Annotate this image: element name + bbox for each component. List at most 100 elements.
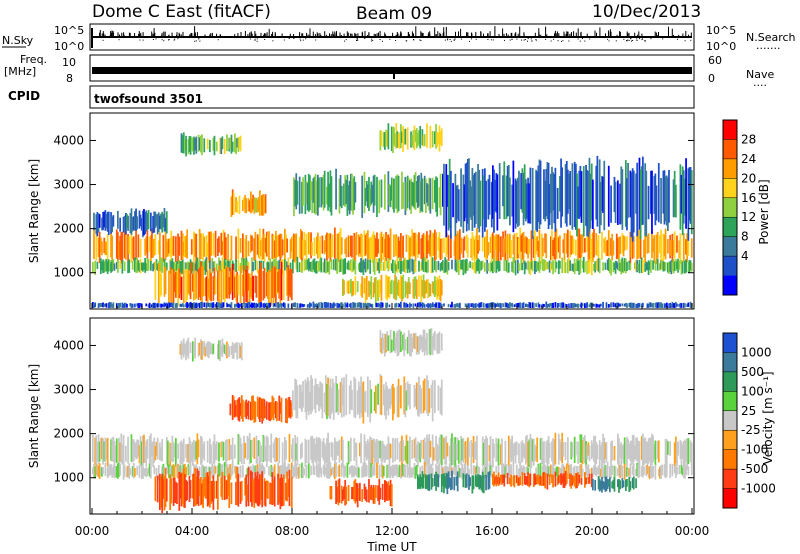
echo-cell [314,378,317,414]
nsearch-dot [509,39,511,41]
freq-tick-bottom: 8 [66,72,73,85]
echo-cell [384,259,386,271]
y-tick-label: 3000 [53,383,84,397]
echo-cell [487,303,490,308]
nsky-spike [565,33,567,38]
echo-cell [607,230,610,257]
nsearch-dot [195,40,197,42]
echo-cell [413,439,416,458]
echo-cell [404,176,407,216]
nsearch-dot [356,40,357,41]
echo-cell [565,473,568,484]
echo-cell [320,467,323,478]
echo-cell [165,437,168,465]
echo-cell [526,303,528,307]
echo-cell [398,281,401,298]
echo-cell [181,259,184,274]
echo-cell [228,346,231,358]
echo-cell [406,440,409,467]
nsearch-dot [535,39,537,41]
echo-cell [405,283,408,295]
echo-cell [311,261,314,273]
nsearch-dot [139,39,141,41]
echo-cell [580,464,583,478]
echo-cell [409,333,411,357]
echo-cell [180,261,183,275]
echo-cell [371,466,374,477]
echo-cell [176,302,178,308]
echo-cell [350,259,352,271]
echo-cell [180,466,183,474]
echo-cell [250,191,252,214]
echo-cell [478,235,481,252]
echo-cell [680,303,683,308]
echo-cell [402,274,404,299]
echo-cell [407,235,410,263]
echo-cell [628,303,631,307]
echo-cell [330,486,333,500]
echo-cell [492,232,494,259]
echo-cell [397,466,400,477]
echo-cell [119,442,122,462]
echo-cell [667,441,669,455]
echo-cell [490,181,493,228]
echo-cell [177,264,179,271]
echo-cell [315,384,318,405]
nsky-spike [434,27,436,38]
nsky-spike [134,33,136,38]
echo-cell [431,130,434,148]
echo-cell [184,474,186,508]
echo-cell [613,303,616,307]
echo-cell [520,258,523,271]
echo-cell [667,177,669,231]
echo-cell [646,235,649,254]
echo-cell [290,402,293,417]
echo-cell [454,303,457,308]
echo-cell [245,235,248,263]
echo-cell [122,216,125,233]
echo-cell [417,132,419,147]
echo-cell [559,176,561,212]
echo-cell [186,229,189,259]
echo-cell [610,185,612,223]
echo-cell [363,434,366,463]
nsearch-dot [345,39,347,41]
echo-cell [440,474,443,493]
echo-cell [344,479,347,506]
echo-cell [206,472,209,507]
echo-cell [605,442,608,463]
echo-cell [334,437,336,468]
echo-cell [369,436,372,467]
echo-cell [273,240,276,258]
echo-cell [439,173,442,216]
echo-cell [422,439,425,460]
echo-cell [312,465,315,475]
echo-cell [255,465,258,479]
echo-cell [146,439,149,459]
echo-cell [264,481,267,507]
nsky-spike [608,31,610,38]
echo-cell [678,240,681,259]
echo-cell [595,260,598,270]
echo-cell [248,467,251,476]
nsky-spike [351,33,353,38]
echo-cell [326,232,328,262]
echo-cell [279,401,282,414]
nsky-spike [657,34,659,38]
echo-cell [369,237,372,262]
echo-cell [479,180,482,227]
echo-cell [510,240,512,259]
echo-cell [637,229,640,259]
echo-cell [102,302,104,308]
nsearch-dot [527,40,528,42]
echo-cell [213,267,216,295]
echo-cell [540,476,543,486]
echo-cell [482,442,485,465]
echo-cell [539,261,542,270]
nsky-spike [498,34,500,38]
echo-cell [305,382,308,420]
echo-cell [227,304,229,307]
echo-cell [655,302,658,308]
echo-cell [211,302,214,308]
echo-cell [175,481,177,504]
